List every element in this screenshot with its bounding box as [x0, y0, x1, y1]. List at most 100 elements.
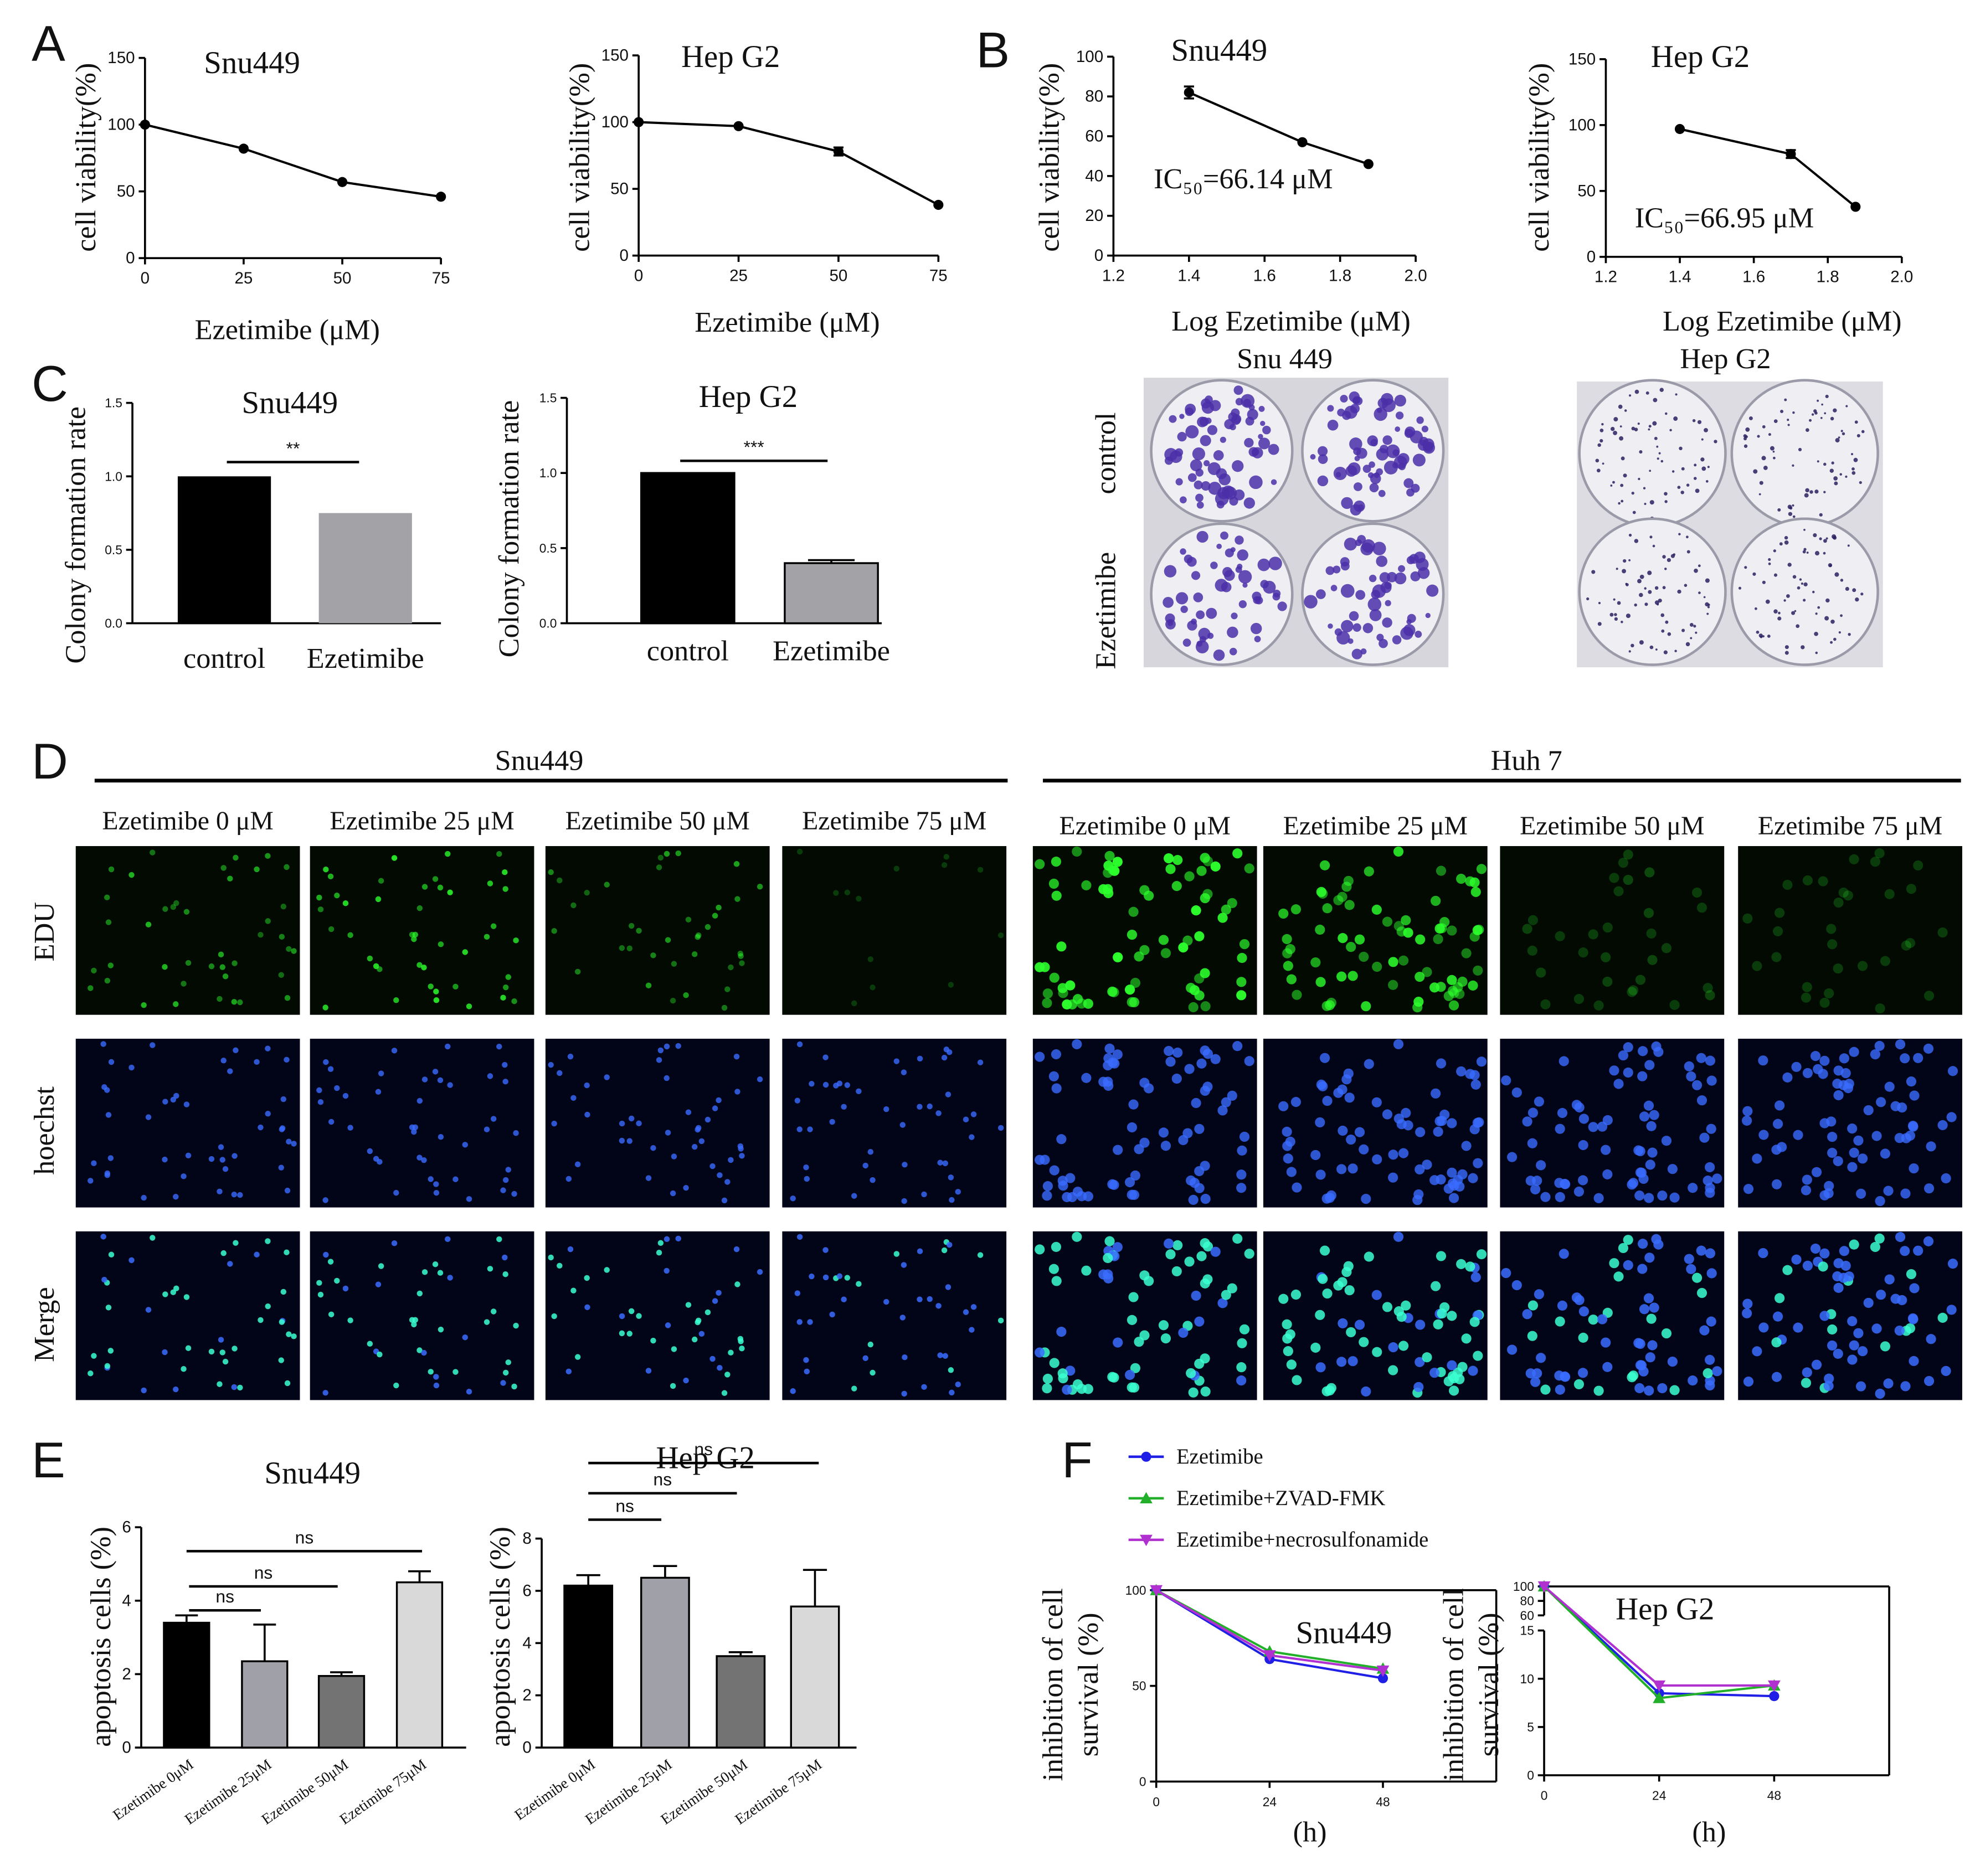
colony — [1830, 641, 1833, 644]
nucleus — [107, 1155, 114, 1161]
nucleus — [265, 1303, 271, 1310]
nucleus — [1843, 890, 1854, 901]
error-bar — [653, 1565, 677, 1578]
nucleus — [108, 866, 115, 873]
nucleus — [1447, 1118, 1457, 1128]
nucleus — [1573, 1379, 1585, 1390]
nucleus — [416, 1155, 423, 1161]
nucleus — [1371, 1290, 1382, 1300]
nucleus — [1847, 1123, 1858, 1134]
nucleus — [1283, 1346, 1293, 1357]
nucleus — [565, 1368, 572, 1375]
marker — [1363, 159, 1374, 169]
colony — [1693, 477, 1697, 480]
nucleus — [1883, 1186, 1894, 1196]
nucleus — [1636, 1360, 1647, 1370]
nucleus — [1164, 1238, 1174, 1249]
nucleus — [1361, 1194, 1371, 1204]
colony — [1851, 467, 1855, 471]
colony — [1196, 501, 1204, 509]
nucleus — [1684, 1061, 1694, 1071]
nucleus — [452, 1369, 459, 1375]
nucleus — [604, 1074, 610, 1080]
nucleus — [570, 1287, 577, 1293]
nucleus — [490, 1308, 497, 1315]
nucleus — [502, 1177, 509, 1183]
nucleus — [218, 1144, 224, 1150]
colony — [1829, 564, 1832, 568]
nucleus — [657, 1047, 664, 1054]
nucleus — [1946, 1112, 1957, 1122]
nucleus — [1056, 1134, 1067, 1145]
nucleus — [1601, 1337, 1611, 1348]
nucleus — [1634, 1383, 1645, 1394]
nucleus — [757, 884, 763, 890]
nucleus — [1742, 1298, 1753, 1309]
nucleus — [917, 1055, 923, 1062]
nucleus — [1875, 1195, 1885, 1207]
colony — [1648, 590, 1652, 594]
nucleus — [367, 1148, 373, 1155]
nucleus — [1468, 1365, 1478, 1376]
y-tick-label: 100 — [1076, 48, 1103, 66]
nucleus — [927, 1103, 933, 1110]
colony — [1698, 591, 1701, 595]
nucleus — [683, 992, 689, 998]
colony — [1859, 481, 1862, 485]
nucleus — [1083, 998, 1093, 1009]
nucleus — [1343, 875, 1354, 887]
nucleus — [150, 1235, 156, 1241]
y-tick-label: 40 — [1085, 167, 1103, 185]
nucleus — [822, 1274, 829, 1281]
nucleus — [1554, 1370, 1565, 1381]
colony — [1180, 496, 1187, 504]
nucleus — [1782, 1265, 1793, 1275]
nucleus — [162, 1349, 168, 1356]
nucleus — [970, 1304, 977, 1310]
nucleus — [1188, 1002, 1199, 1013]
nucleus — [1232, 1041, 1243, 1052]
colony — [1654, 436, 1658, 440]
nucleus — [1752, 1346, 1762, 1357]
nucleus — [231, 1191, 238, 1198]
nucleus — [1772, 926, 1783, 936]
nucleus — [1801, 1185, 1812, 1195]
nucleus — [323, 1251, 329, 1258]
chart-title: Hep G2 — [1651, 39, 1750, 74]
nucleus — [548, 1061, 554, 1068]
nucleus — [1456, 1066, 1467, 1077]
colony — [1599, 429, 1604, 432]
nucleus — [162, 1291, 168, 1297]
nucleus — [1359, 951, 1369, 962]
panel-label: F — [1062, 1432, 1093, 1488]
nucleus — [836, 1273, 843, 1279]
nucleus — [1643, 1100, 1654, 1111]
colony — [1748, 416, 1753, 420]
nucleus — [1874, 848, 1885, 859]
nucleus — [1194, 973, 1205, 984]
nucleus — [1684, 1254, 1694, 1264]
nucleus — [1457, 976, 1468, 987]
nucleus — [1696, 1287, 1707, 1298]
colony — [1639, 450, 1643, 454]
nucleus — [829, 1311, 835, 1318]
colony — [1206, 607, 1217, 619]
nucleus — [1849, 1147, 1859, 1158]
colony — [1762, 580, 1766, 584]
nucleus — [1184, 1064, 1195, 1074]
nucleus — [1540, 1192, 1551, 1202]
colony — [1794, 610, 1797, 612]
colony — [1693, 625, 1696, 628]
colony — [1367, 597, 1382, 611]
nucleus — [1849, 1340, 1859, 1351]
nucleus — [809, 1081, 815, 1087]
nucleus — [1623, 1260, 1633, 1270]
nucleus — [1372, 1154, 1382, 1164]
nucleus — [1839, 1246, 1849, 1256]
micrograph — [75, 1231, 300, 1400]
colony — [1227, 626, 1238, 638]
y-tick-label: 0 — [1587, 248, 1596, 266]
x-tick-label: 25 — [729, 266, 748, 285]
nucleus — [322, 1390, 328, 1396]
colony — [1809, 490, 1813, 494]
